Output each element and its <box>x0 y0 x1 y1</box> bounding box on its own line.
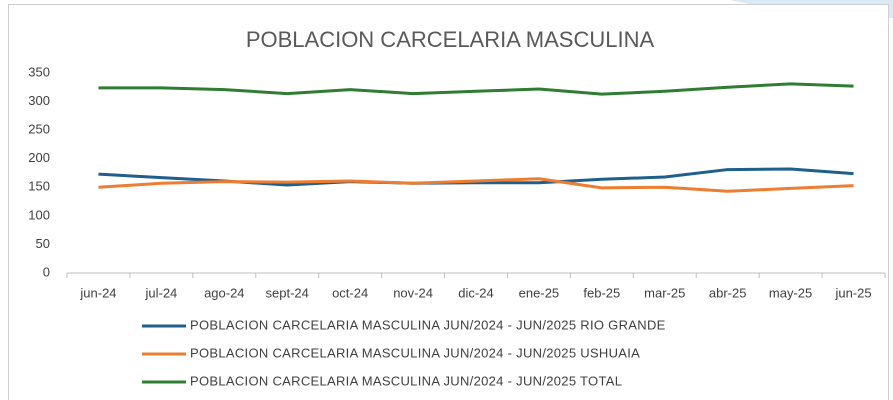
x-tick-label: may-25 <box>769 285 812 300</box>
x-tick-label: dic-24 <box>458 285 493 300</box>
x-tick-label: abr-25 <box>709 285 747 300</box>
x-tick-label: nov-24 <box>393 285 433 300</box>
y-tick-label: 250 <box>28 122 50 137</box>
x-tick-label: jul-24 <box>144 285 177 300</box>
y-tick-label: 150 <box>28 179 50 194</box>
x-tick-label: ago-24 <box>204 285 244 300</box>
series-line <box>98 177 854 193</box>
chart-panel <box>8 4 889 400</box>
y-tick-label: 0 <box>43 264 50 279</box>
legend-label: POBLACION CARCELARIA MASCULINA JUN/2024 … <box>190 345 640 360</box>
x-tick-label: ene-25 <box>519 285 559 300</box>
x-tick-label: jun-25 <box>834 285 871 300</box>
x-tick-label: jun-24 <box>79 285 116 300</box>
y-tick-label: 100 <box>28 207 50 222</box>
legend-label: POBLACION CARCELARIA MASCULINA JUN/2024 … <box>190 317 666 332</box>
y-tick-label: 300 <box>28 93 50 108</box>
series-line <box>98 82 854 96</box>
y-tick-label: 350 <box>28 64 50 79</box>
legend-label: POBLACION CARCELARIA MASCULINA JUN/2024 … <box>190 373 622 388</box>
x-tick-label: oct-24 <box>332 285 368 300</box>
x-tick-label: mar-25 <box>644 285 685 300</box>
x-tick-label: feb-25 <box>583 285 620 300</box>
y-tick-label: 50 <box>36 236 50 251</box>
chart-title: POBLACION CARCELARIA MASCULINA <box>246 27 655 52</box>
y-tick-label: 200 <box>28 150 50 165</box>
x-tick-label: sept-24 <box>266 285 309 300</box>
